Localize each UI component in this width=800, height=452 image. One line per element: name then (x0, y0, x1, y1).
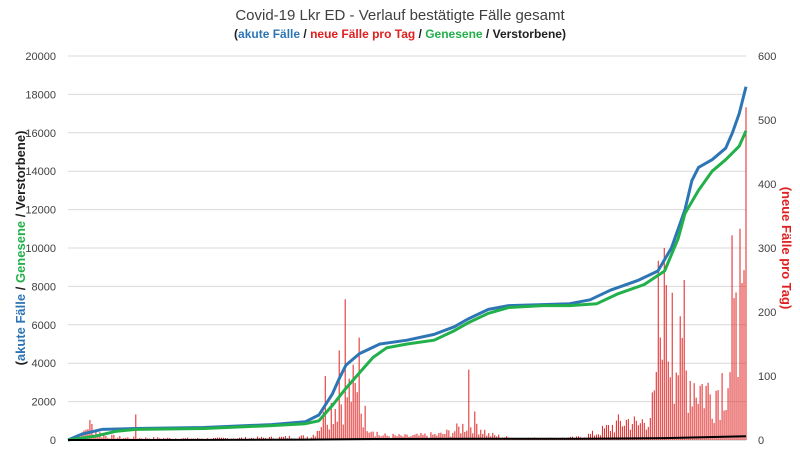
y-left-tick-label: 6000 (32, 320, 56, 332)
acute-cases-line (67, 86, 748, 442)
y-left-label-part: / (13, 283, 28, 294)
subtitle-part: akute Fälle (238, 27, 301, 41)
y-right-tick-label: 100 (758, 371, 776, 383)
subtitle-part: Genesene (425, 27, 483, 41)
y-right-tick-label: 600 (758, 51, 776, 63)
chart-subtitle: (akute Fälle / neue Fälle pro Tag / Gene… (0, 27, 800, 41)
y-left-tick-label: 18000 (25, 89, 56, 101)
y-left-tick-label: 14000 (25, 166, 56, 178)
chart-title: Covid-19 Lkr ED - Verlauf bestätigte Fäl… (235, 7, 565, 24)
recovered-line (67, 130, 748, 442)
deaths-line (67, 435, 747, 441)
y-left-tick-label: 20000 (25, 51, 56, 63)
y-left-label-part: akute Fälle (13, 294, 28, 361)
subtitle-part: Verstorbene (492, 27, 562, 41)
y-left-label-part: Genesene (13, 221, 28, 283)
y-right-tick-label: 400 (758, 179, 776, 191)
y-right-tick-label: 300 (758, 243, 776, 255)
y-left-tick-label: 2000 (32, 397, 56, 409)
subtitle-part: ) (561, 27, 566, 41)
y-left-axis-label: (akute Fälle / Genesene / Verstorbene) (13, 131, 28, 366)
y-left-tick-label: 0 (50, 435, 56, 447)
subtitle-part: / (482, 27, 493, 41)
y-left-label-part: ( (13, 360, 28, 365)
daily-cases-bars (69, 107, 747, 440)
y-left-tick-label: 12000 (25, 205, 56, 217)
subtitle-part: neue Fälle pro Tag (310, 27, 416, 41)
y-left-tick-label: 16000 (25, 128, 56, 140)
y-right-tick-label: 200 (758, 307, 776, 319)
y-left-label-part: / Verstorbene) (13, 131, 28, 221)
y-left-tick-label: 4000 (32, 358, 56, 370)
subtitle-part: / (415, 27, 426, 41)
y-right-tick-label: 500 (758, 115, 776, 127)
y-right-axis-label: (neue Fälle pro Tag) (779, 187, 794, 310)
y-right-tick-label: 0 (758, 435, 764, 447)
y-left-tick-label: 10000 (25, 243, 56, 255)
y-left-tick-label: 8000 (32, 281, 56, 293)
subtitle-part: ( (234, 27, 239, 41)
subtitle-part: / (300, 27, 311, 41)
